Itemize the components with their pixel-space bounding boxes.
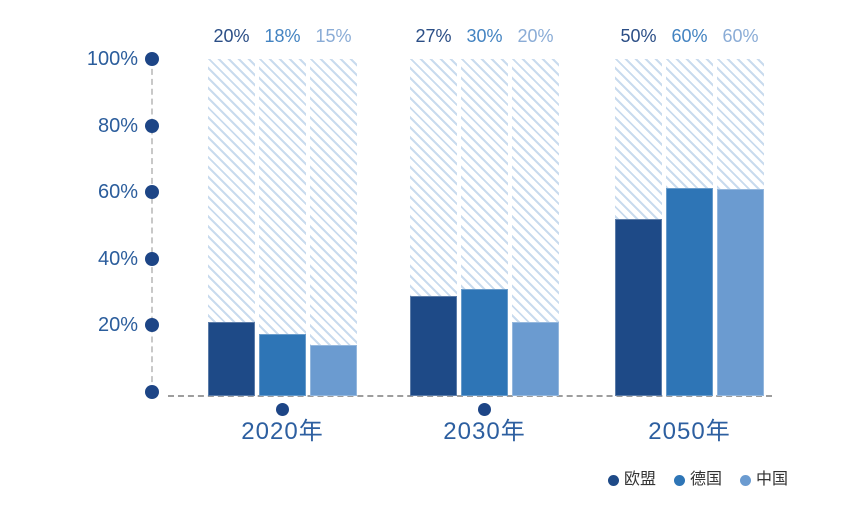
y-axis-tick-label: 20% — [97, 314, 138, 337]
bar — [615, 219, 662, 396]
bar — [717, 189, 764, 396]
y-axis-tick-label: 100% — [86, 48, 138, 70]
legend-item: 中国 — [739, 471, 788, 489]
x-axis-category-label: 2030年 — [443, 418, 526, 445]
x-axis-tick-dot — [478, 403, 491, 416]
legend-item: 德国 — [673, 471, 722, 489]
y-axis-tick-dot — [145, 385, 159, 399]
bar — [666, 188, 713, 396]
y-axis-tick-label: 80% — [97, 114, 138, 137]
legend-dot-icon — [607, 474, 619, 486]
bar-value-label: 20% — [213, 26, 250, 46]
y-axis-tick-label: 40% — [97, 247, 138, 270]
bar-value-label: 15% — [315, 26, 352, 46]
bar — [410, 296, 457, 396]
y-axis-tick-dot — [145, 318, 159, 333]
legend-label: 德国 — [689, 471, 722, 488]
bar-target-hatch — [310, 59, 357, 396]
x-axis-category-label: 2050年 — [648, 418, 731, 445]
y-axis-tick-dot — [145, 52, 159, 66]
bar-value-label: 18% — [264, 26, 301, 46]
legend-dot-icon — [739, 474, 751, 486]
bar-value-label: 20% — [517, 26, 554, 46]
bar — [310, 345, 357, 396]
bar — [208, 322, 255, 396]
bar-value-label: 50% — [620, 26, 657, 46]
bar-value-label: 27% — [415, 26, 452, 46]
bar — [259, 334, 306, 396]
x-axis-tick-dot — [276, 403, 289, 416]
bar — [512, 322, 559, 396]
y-axis-line — [151, 59, 153, 392]
x-axis-line — [168, 395, 772, 397]
legend-item: 欧盟 — [607, 471, 656, 489]
y-axis-tick-dot — [145, 185, 159, 200]
bar-value-label: 60% — [722, 26, 759, 46]
x-axis-category-label: 2020年 — [241, 418, 324, 445]
legend-label: 欧盟 — [623, 471, 656, 488]
y-axis-tick-dot — [145, 251, 159, 266]
legend-dot-icon — [673, 474, 685, 486]
bar — [461, 289, 508, 396]
legend: 欧盟 德国 中国 — [607, 471, 788, 489]
y-axis-tick-dot — [145, 118, 159, 133]
legend-label: 中国 — [755, 471, 788, 488]
y-axis-tick-label: 60% — [97, 181, 138, 204]
bar-value-label: 60% — [671, 26, 708, 46]
bar-value-label: 30% — [466, 26, 503, 46]
